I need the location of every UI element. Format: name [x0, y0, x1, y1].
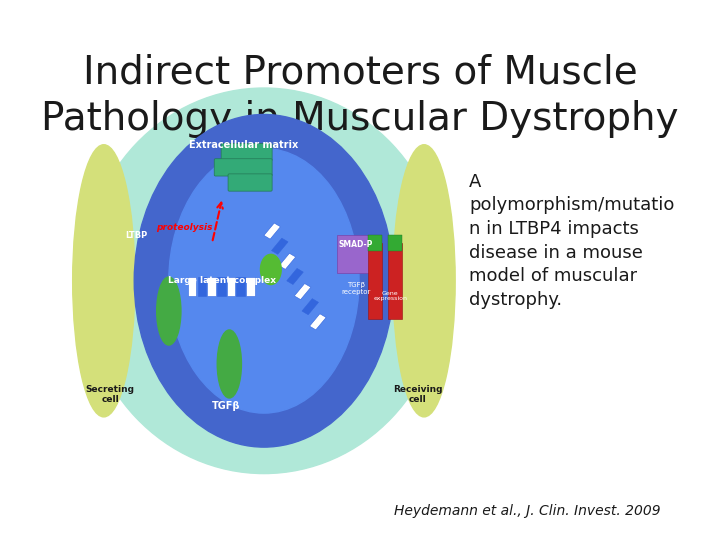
Text: Extracellular matrix: Extracellular matrix — [189, 140, 298, 150]
Bar — [207, 277, 216, 296]
Ellipse shape — [168, 148, 359, 413]
Text: Secreting
cell: Secreting cell — [86, 384, 135, 404]
Ellipse shape — [134, 114, 394, 447]
Text: Large latent complex: Large latent complex — [168, 276, 276, 285]
Ellipse shape — [393, 145, 455, 417]
Bar — [368, 235, 382, 251]
FancyBboxPatch shape — [228, 174, 272, 191]
Text: TGFβ: TGFβ — [212, 401, 240, 410]
FancyBboxPatch shape — [215, 159, 272, 176]
Bar — [227, 277, 235, 296]
Text: SMAD-P: SMAD-P — [338, 240, 373, 249]
Bar — [188, 277, 197, 296]
Bar — [197, 277, 206, 296]
Bar — [388, 243, 402, 319]
Bar — [302, 299, 318, 315]
FancyBboxPatch shape — [221, 144, 272, 161]
Bar — [264, 223, 281, 239]
Bar — [336, 235, 371, 273]
Text: TGFβ
receptor: TGFβ receptor — [341, 282, 370, 295]
Bar — [368, 243, 382, 319]
Text: proteolysis: proteolysis — [156, 224, 212, 232]
Bar — [236, 277, 245, 296]
Bar — [294, 284, 311, 300]
Text: Receiving
cell: Receiving cell — [393, 384, 443, 404]
Bar — [217, 277, 225, 296]
Text: Indirect Promoters of Muscle
Pathology in Muscular Dystrophy: Indirect Promoters of Muscle Pathology i… — [41, 54, 679, 138]
Ellipse shape — [217, 330, 241, 398]
Text: Heydemann et al., J. Clin. Invest. 2009: Heydemann et al., J. Clin. Invest. 2009 — [395, 504, 661, 518]
Ellipse shape — [261, 254, 282, 285]
Bar — [287, 268, 303, 285]
Bar — [271, 238, 288, 254]
Text: LTBP: LTBP — [125, 231, 147, 240]
Ellipse shape — [82, 88, 446, 474]
Bar — [310, 314, 326, 330]
Bar — [279, 253, 296, 269]
Ellipse shape — [73, 145, 135, 417]
Bar — [388, 235, 402, 251]
Ellipse shape — [157, 277, 181, 345]
Bar — [246, 277, 255, 296]
Text: A
polymorphism/mutatio
n in LTBP4 impacts
disease in a mouse
model of muscular
d: A polymorphism/mutatio n in LTBP4 impact… — [469, 173, 674, 309]
Text: Gene
expression: Gene expression — [373, 291, 408, 301]
